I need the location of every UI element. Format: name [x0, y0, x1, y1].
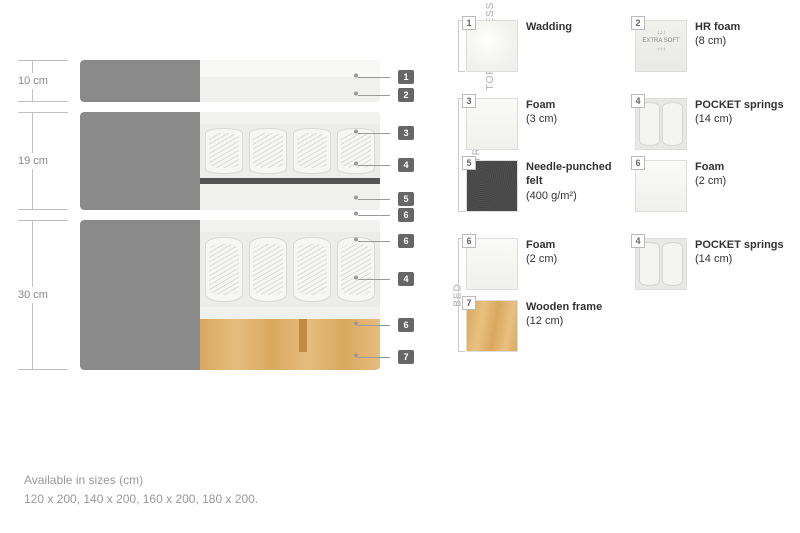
sizes-heading: Available in sizes (cm) — [24, 471, 258, 490]
sizes-list: 120 x 200, 140 x 200, 160 x 200, 180 x 2… — [24, 490, 258, 509]
callout-badge: 4 — [398, 158, 414, 172]
legend-num-badge: 5 — [462, 156, 476, 170]
layer-pocket-springs-bed — [200, 232, 380, 307]
legend-thumb: 4 — [635, 238, 687, 290]
callout-badge: 7 — [398, 350, 414, 364]
legend-thumb: 2 — [635, 20, 687, 72]
layer-hr-foam — [200, 77, 380, 102]
legend-text: Wooden frame(12 cm) — [526, 300, 602, 329]
legend-item-6: 6 Foam(2 cm) — [635, 160, 790, 212]
legend-thumb: 7 — [466, 300, 518, 352]
legend-thumb: 1 — [466, 20, 518, 72]
callout-6: 6 — [398, 318, 414, 332]
legend-text: Foam(3 cm) — [526, 98, 557, 127]
layer-foam-2cm — [200, 184, 380, 210]
legend-item-3: 3 Foam(3 cm) — [466, 98, 621, 150]
callout-badge: 6 — [398, 318, 414, 332]
legend-text: Needle-punched felt(400 g/m²) — [526, 160, 621, 203]
callout-badge: 1 — [398, 70, 414, 84]
callout-3: 3 — [398, 126, 414, 140]
section-top-mattress — [80, 60, 380, 102]
measure-bot-label: 30 cm — [18, 288, 62, 302]
layer-foam-2cm-bed — [200, 220, 380, 232]
cover-grey — [80, 220, 200, 370]
legend-num-badge: 6 — [462, 234, 476, 248]
legend-num-badge: 3 — [462, 94, 476, 108]
legend-thumb: 3 — [466, 98, 518, 150]
layer-foam-2cm-bed2 — [200, 307, 380, 319]
measure-top-label: 10 cm — [18, 74, 62, 88]
callout-5: 5 — [398, 192, 414, 206]
cross-section-diagram: 10 cm 19 cm 30 cm — [10, 30, 420, 430]
legend-item-4: 4 POCKET springs(14 cm) — [635, 238, 790, 290]
legend-thumb: 6 — [466, 238, 518, 290]
legend-num-badge: 7 — [462, 296, 476, 310]
section-mattress — [80, 112, 380, 210]
legend-item-1: 1 Wadding — [466, 20, 621, 72]
mattress-construction-diagram: 10 cm 19 cm 30 cm — [0, 0, 800, 533]
legend-item-2: 2 HR foam(8 cm) — [635, 20, 790, 72]
legend-num-badge: 4 — [631, 94, 645, 108]
legend-text: Wadding — [526, 20, 572, 34]
callout-column: 1 2 3 4 5 6 6 4 6 7 — [382, 30, 414, 430]
legend-text: HR foam(8 cm) — [695, 20, 740, 49]
available-sizes: Available in sizes (cm) 120 x 200, 140 x… — [24, 471, 258, 509]
measurement-column: 10 cm 19 cm 30 cm — [10, 30, 70, 430]
section-bed — [80, 220, 380, 370]
legend-text: Foam(2 cm) — [526, 238, 557, 267]
cover-grey — [80, 60, 200, 102]
legend-item-6: 6 Foam(2 cm) — [466, 238, 621, 290]
left-panel: 10 cm 19 cm 30 cm — [0, 0, 430, 533]
legend-mattress: MATTRESS 3Foam(3 cm)4POCKET springs(14 c… — [440, 98, 790, 212]
legend-num-badge: 6 — [631, 156, 645, 170]
callout-badge: 6 — [398, 234, 414, 248]
legend-item-7: 7 Wooden frame(12 cm) — [466, 300, 621, 352]
callout-badge: 4 — [398, 272, 414, 286]
callout-badge: 2 — [398, 88, 414, 102]
legend-item-4: 4 POCKET springs(14 cm) — [635, 98, 790, 150]
callout-6: 6 — [398, 208, 414, 222]
legend-thumb: 5 — [466, 160, 518, 212]
legend-thumb: 6 — [635, 160, 687, 212]
legend-text: POCKET springs(14 cm) — [695, 98, 784, 127]
legend-text: Foam(2 cm) — [695, 160, 726, 189]
callout-badge: 5 — [398, 192, 414, 206]
cover-grey — [80, 112, 200, 210]
legend-thumb: 4 — [635, 98, 687, 150]
legend-item-5: 5Needle-punched felt(400 g/m²) — [466, 160, 621, 212]
callout-6: 6 — [398, 234, 414, 248]
bracket-icon — [458, 98, 464, 212]
callout-7: 7 — [398, 350, 414, 364]
callout-badge: 3 — [398, 126, 414, 140]
layer-foam-3cm — [200, 112, 380, 124]
callout-badge: 6 — [398, 208, 414, 222]
callout-4: 4 — [398, 158, 414, 172]
callout-4: 4 — [398, 272, 414, 286]
measure-top: 10 cm — [18, 60, 68, 102]
legend-num-badge: 4 — [631, 234, 645, 248]
callout-2: 2 — [398, 88, 414, 102]
legend-num-badge: 1 — [462, 16, 476, 30]
layer-wooden-frame — [200, 319, 380, 370]
legend-num-badge: 2 — [631, 16, 645, 30]
legend-bed: BED 6Foam(2 cm)4POCKET springs(14 cm)7Wo… — [440, 238, 790, 352]
callout-1: 1 — [398, 70, 414, 84]
measure-mid-label: 19 cm — [18, 154, 62, 168]
bracket-icon — [458, 238, 464, 352]
layer-pocket-springs — [200, 124, 380, 178]
measure-bot: 30 cm — [18, 220, 68, 370]
legend-panel: TOP MATTRESS 1Wadding2HR foam(8 cm) MATT… — [430, 0, 800, 533]
legend-top-mattress: TOP MATTRESS 1Wadding2HR foam(8 cm) — [440, 20, 790, 72]
legend-text: POCKET springs(14 cm) — [695, 238, 784, 267]
layer-wadding — [200, 60, 380, 77]
measure-mid: 19 cm — [18, 112, 68, 210]
